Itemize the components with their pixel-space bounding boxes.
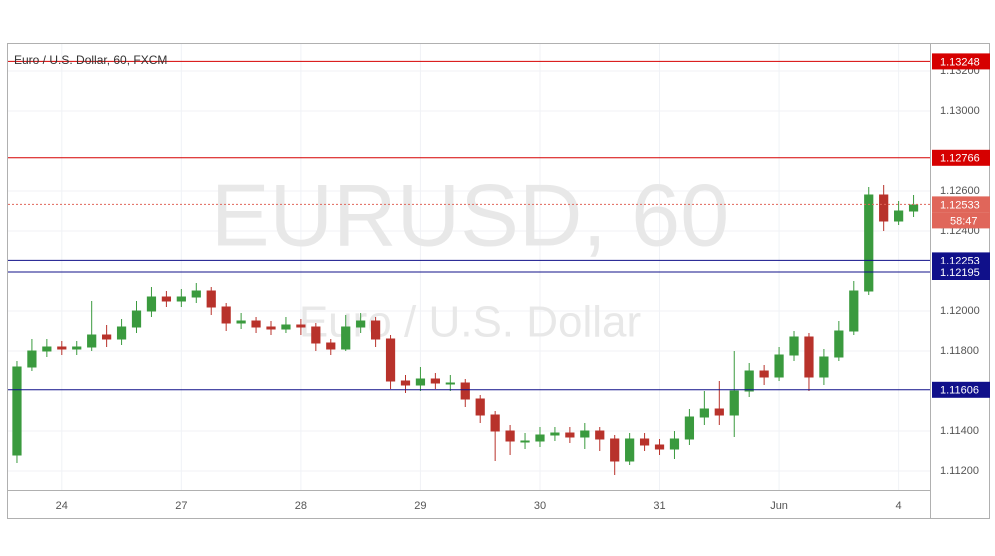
countdown-box <box>932 212 990 229</box>
candle-body <box>804 336 814 378</box>
y-tick-label: 1.12000 <box>940 305 980 317</box>
candle-body <box>326 342 336 350</box>
candle-body <box>445 382 455 385</box>
candle-body <box>505 430 515 442</box>
candle-body <box>520 440 530 443</box>
candle-body <box>699 408 709 418</box>
candle-body <box>251 320 261 328</box>
candle-body <box>131 310 142 328</box>
candle-body <box>834 330 844 358</box>
candle-body <box>161 296 172 302</box>
candle-body <box>116 326 127 340</box>
candle-body <box>819 356 829 378</box>
y-tick-label: 1.11400 <box>940 425 979 437</box>
candle-body <box>356 320 366 328</box>
candle-body <box>639 438 650 446</box>
y-tick-label: 1.12600 <box>940 185 980 197</box>
candle-body <box>610 438 620 462</box>
candle-body <box>759 370 769 378</box>
candle-body <box>669 438 680 450</box>
candle-body <box>580 430 590 438</box>
level-label-box <box>932 149 990 166</box>
level-label-box <box>932 264 990 280</box>
labels: 1.132001.130001.126001.124001.120001.118… <box>56 53 990 512</box>
candle-body <box>191 290 201 298</box>
level-label: 1.12766 <box>940 153 980 165</box>
x-tick-label: 4 <box>896 500 902 512</box>
candle-body <box>42 346 52 352</box>
x-tick-label: 24 <box>56 500 68 512</box>
candle-body <box>296 324 306 328</box>
candle-body <box>654 444 665 450</box>
frame <box>7 43 990 519</box>
candle-body <box>385 338 396 382</box>
candle-body <box>879 194 889 222</box>
candle-body <box>490 414 500 432</box>
candle-body <box>12 366 22 456</box>
candle-body <box>625 438 635 462</box>
x-tick-label: 31 <box>653 500 665 512</box>
level-label-box <box>932 196 990 213</box>
candle-body <box>146 296 157 312</box>
candle-body <box>894 210 904 222</box>
candle-body <box>565 432 575 438</box>
candle-body <box>864 194 874 292</box>
watermark-symbol: EURUSD, 60 <box>211 165 729 264</box>
candle-body <box>460 382 470 400</box>
candle-body <box>908 204 919 212</box>
grid <box>8 44 930 490</box>
candle-body <box>57 346 67 350</box>
candle-body <box>281 324 291 330</box>
x-tick-label: 30 <box>534 500 546 512</box>
candle-body <box>87 334 97 348</box>
candle-body <box>550 432 560 436</box>
candle-body <box>176 296 186 302</box>
candle-body <box>236 320 246 324</box>
candle-body <box>72 346 82 350</box>
candle-body <box>714 408 724 416</box>
marks <box>8 60 930 475</box>
candle-body <box>400 380 411 386</box>
level-label: 1.11606 <box>940 385 979 397</box>
chart-title: Euro / U.S. Dollar, 60, FXCM <box>14 53 167 67</box>
candle-body <box>849 290 859 332</box>
x-tick-label: 27 <box>175 500 187 512</box>
candle-body <box>221 306 231 324</box>
candle-body <box>535 434 545 442</box>
candle-body <box>206 290 216 308</box>
candle-body <box>475 398 485 416</box>
candle-body <box>266 326 276 330</box>
candle-body <box>684 416 695 440</box>
candle-body <box>370 320 381 340</box>
countdown-label: 58:47 <box>950 215 978 227</box>
level-label: 1.13248 <box>940 56 980 68</box>
x-tick-label: 29 <box>414 500 426 512</box>
candle-body <box>341 326 351 350</box>
candle-body <box>789 336 799 356</box>
y-tick-label: 1.11200 <box>940 465 979 477</box>
candle-body <box>311 326 321 344</box>
level-label: 1.12195 <box>940 267 980 279</box>
y-tick-label: 1.11800 <box>940 345 979 357</box>
candle-body <box>595 430 605 440</box>
candle-body <box>744 370 754 392</box>
x-tick-label: Jun <box>770 500 788 512</box>
candle-body <box>774 354 784 378</box>
x-tick-label: 28 <box>295 500 307 512</box>
candle-body <box>430 378 440 384</box>
candle-body <box>27 350 37 368</box>
y-tick-label: 1.13000 <box>940 105 980 117</box>
candle-body <box>415 378 426 386</box>
candle-body <box>102 334 112 340</box>
level-label-box <box>932 381 990 398</box>
watermark-description: Euro / U.S. Dollar <box>299 298 641 347</box>
level-label-box <box>932 53 990 70</box>
candle-body <box>729 390 739 416</box>
level-label: 1.12533 <box>940 199 980 211</box>
